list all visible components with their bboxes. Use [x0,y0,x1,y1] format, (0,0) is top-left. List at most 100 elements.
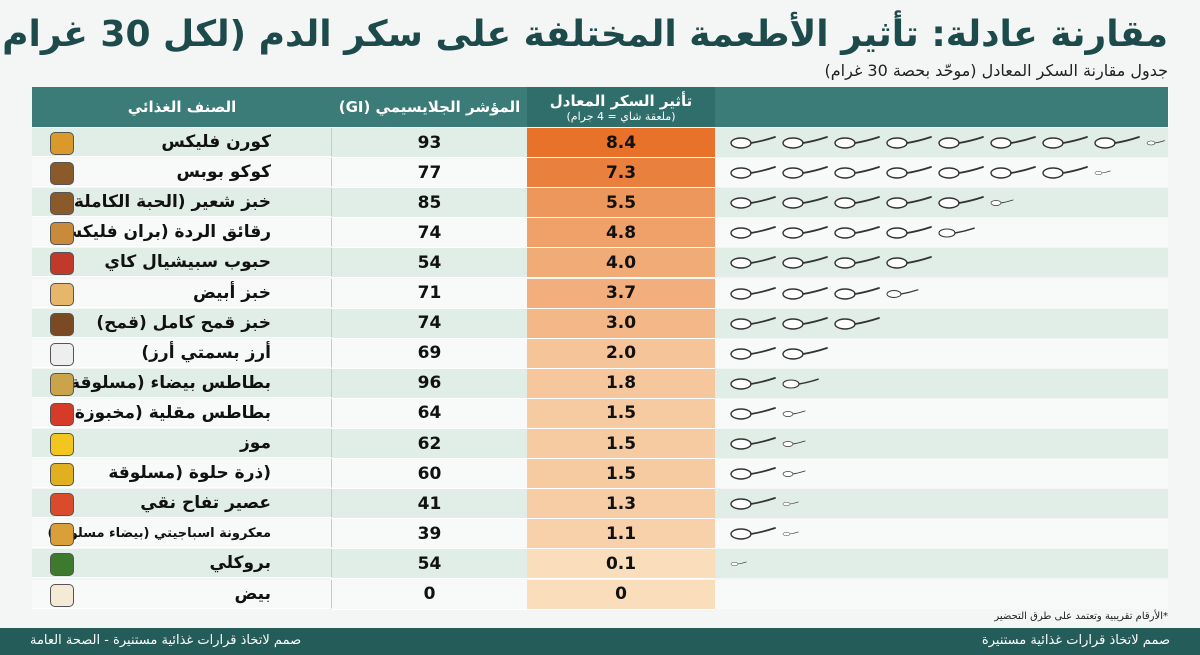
spoon-bowl [730,408,752,420]
spoon-bowl [886,227,908,239]
spoon [782,346,828,360]
gi-value: 74 [417,222,442,243]
spoon [782,440,806,447]
spoon-handle [958,166,984,174]
spoon [834,226,880,239]
spoon-bowl [730,137,752,149]
sugar-value: 1.5 [605,403,637,424]
gi-cell: 96 [332,368,528,399]
spoon-handle [1010,136,1036,144]
gi-value: 93 [417,132,442,153]
gi-cell: 71 [332,278,528,309]
spoon [730,527,776,540]
spoon-row [715,489,1168,519]
spoon [782,378,819,389]
sugar-cell: 5.5 [527,188,716,219]
food-name: كورن فليكس [161,132,271,153]
sugar-value: 1.8 [605,373,637,394]
food-cell: خبز أبيض [32,278,332,308]
spoon-handle [750,196,776,205]
sugar-value: 0.1 [605,553,637,574]
sugar-value: 0 [615,584,627,605]
food-name: معكرونة اسباجيتي (بيضاء مسلوقة) [47,525,271,541]
spoon-handle [750,376,776,385]
spoon [782,470,806,477]
spoon [730,406,776,420]
spoon-handle [900,288,919,295]
spoon-bowl [782,257,804,270]
food-icon [50,222,74,246]
sugar-cell: 1.5 [527,459,716,490]
spoon-bowl [782,317,804,330]
spoon-handle [750,256,776,265]
spoon-handle [750,286,776,295]
gi-value: 96 [417,373,442,394]
gi-cell: 85 [332,188,528,219]
spoon [730,166,776,179]
spoon-bowl [834,167,856,179]
spoon-handle [1114,136,1140,144]
food-cell: بطاطس بيضاء (مسلوقة) [32,368,332,398]
footer-right: صمم لاتخاذ قرارات غذائية مستنيرة [981,633,1170,648]
food-cell: بطاطس مقلية (مخبوزة) [32,398,332,428]
header-sugar: تأثير السكر المعادل (ملعقة شاي = 4 جرام) [527,87,716,127]
spoon-row [715,188,1168,218]
gi-value: 77 [417,162,442,183]
spoon [782,410,806,417]
spoon-row [715,398,1168,428]
sugar-cell: 8.4 [527,128,716,159]
spoon-bowl [834,287,856,300]
spoon [990,136,1036,149]
spoon-bowl [782,197,804,209]
spoon [886,256,932,270]
spoon-handle [802,256,828,265]
spoon-handle [1010,166,1036,174]
spoon-handle [906,256,932,265]
gi-cell: 54 [332,248,528,279]
food-icon [50,583,74,607]
spoon-row [715,308,1168,338]
spoon-bowl [1042,167,1064,179]
spoon-handle [906,196,932,205]
food-name: رقائق الردة (بران فليكس) [50,222,271,243]
spoon [834,166,880,179]
spoon-handle [750,346,776,355]
spoon-handle [906,226,932,235]
spoon-handle [854,226,880,235]
spoon-handle [792,470,806,475]
spoon-handle [789,531,799,535]
spoon [1094,136,1140,149]
spoon-bowl [938,228,956,238]
spoon-bowl [730,317,752,330]
spoon [886,166,932,179]
spoon-bowl [1042,137,1064,149]
food-name: بروكلي [209,553,271,574]
spoon-bowl [730,438,752,450]
spoon-handle [750,406,776,415]
gi-value: 69 [417,343,442,364]
food-cell: خبز قمح كامل (قمح) [32,308,332,338]
spoon-bowl [730,378,752,390]
sugar-value: 3.7 [605,283,637,304]
food-name: (ذرة حلوة (مسلوقة [108,463,271,484]
spoon [834,256,880,270]
spoon-handle [802,226,828,235]
spoon-row [715,128,1168,158]
spoon [886,136,932,149]
food-cell: خبز شعير (الحبة الكاملة) [32,188,332,218]
spoon-bowl [782,441,794,447]
spoon-handle [854,166,880,174]
spoon-handle [792,440,806,445]
sugar-cell: 1.1 [527,519,716,550]
gi-value: 64 [417,403,442,424]
spoon-handle [958,196,984,205]
footer-left: صمم لاتخاذ قرارات غذائية مستنيرة - الصحة… [30,633,302,648]
food-cell: حبوب سبيشيال كاي [32,248,332,278]
sugar-cell: 7.3 [527,158,716,189]
food-cell: كوكو بوبس [32,158,332,188]
food-icon [50,372,74,396]
spoon-handle [854,196,880,205]
food-cell: كورن فليكس [32,128,332,158]
gi-value: 74 [417,313,442,334]
